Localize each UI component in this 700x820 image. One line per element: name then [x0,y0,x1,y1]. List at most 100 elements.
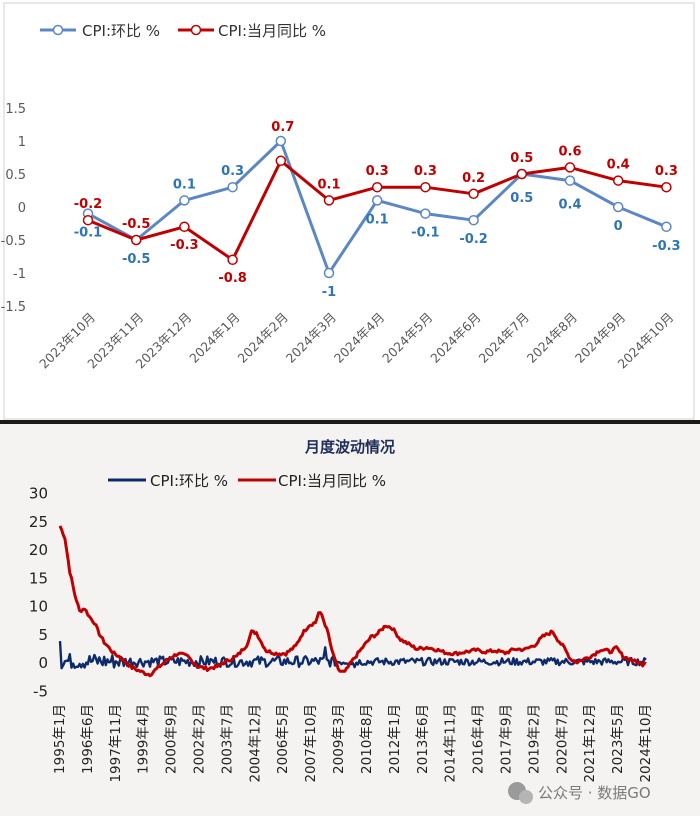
data-point-mom [323,267,335,279]
data-point-yoy [468,188,479,200]
x-tick-label: 1999年4月 [136,704,152,774]
data-label-mom: 0.1 [173,177,196,192]
y-tick-label: -5 [33,682,48,700]
legend-item-mom: CPI:环比 % [108,472,228,490]
x-tick-label: 2021年12月 [582,704,598,783]
x-tick-label: 2002年2月 [192,704,208,774]
x-tick-label: 2003年7月 [219,704,235,774]
y-tick-label: 5 [38,626,48,644]
x-tick-label: 1995年1月 [52,704,68,774]
data-label-yoy: 0.4 [607,158,630,173]
data-point-mom [420,208,431,219]
chart-title: 月度波动情况 [304,438,395,456]
y-tick-label: -1 [13,267,26,282]
x-tick-label: 2009年3月 [331,704,347,774]
legend-item-mom: CPI:环比 % [40,22,160,40]
data-label-mom: 0.3 [221,164,244,179]
x-tick-label: 1997年11月 [108,704,124,783]
data-label-mom: 0.5 [510,191,533,206]
x-tick-label: 2016年4月 [471,704,487,774]
y-tick-label: 0 [38,654,48,672]
data-label-yoy: -0.5 [122,217,150,232]
data-point-yoy [516,168,528,180]
y-tick-label: 10 [29,598,48,616]
data-point-mom [564,175,576,186]
data-point-yoy [564,162,576,173]
y-tick-label: -1.5 [1,300,26,315]
data-point-mom [661,221,672,233]
y-tick-label: 1.5 [5,102,26,117]
x-tick-label: 2012年1月 [387,704,403,774]
legend-item-yoy: CPI:当月同比 % [238,472,386,490]
data-point-yoy [275,155,287,167]
y-tick-label: 0 [18,201,26,216]
watermark: 公众号 · 数据GO [508,782,651,804]
data-label-mom: -0.1 [74,226,102,241]
data-label-mom: -1 [322,285,336,300]
x-tick-label: 2007年10月 [303,704,319,783]
panel-divider [0,420,700,426]
legend-marker [52,24,64,36]
x-tick-label: 2004年12月 [247,704,263,783]
data-label-yoy: 0.2 [462,171,485,186]
data-label-yoy: 0.5 [510,151,533,166]
data-label-mom: -0.3 [652,239,680,254]
x-tick-label: 2013年6月 [415,704,431,774]
data-point-yoy [130,234,142,246]
y-tick-label: -0.5 [1,234,26,249]
data-point-mom [179,195,190,206]
x-tick-label: 2006年5月 [275,704,291,774]
y-tick-label: 25 [29,513,48,531]
data-point-yoy [420,181,431,193]
data-label-yoy: 0.6 [558,144,581,159]
x-tick-label: 2024年10月 [638,704,654,783]
data-label-mom: 0.1 [366,212,389,227]
data-label-yoy: 0.3 [414,164,437,179]
x-tick-label: 2014年11月 [443,704,459,783]
chart-recent-months: 1.5 1 0.5 0 -0.5 -1 -1.5 CPI:环比 % CPI:当月同比 % 2023… [1,2,695,420]
data-label-mom: 0.4 [558,198,581,213]
data-label-yoy: -0.2 [74,197,102,212]
watermark-text: 公众号 · 数据GO [538,784,651,802]
data-point-yoy [227,254,238,266]
legend-marker [190,24,202,36]
data-label-yoy: 0.7 [271,120,294,135]
y-tick-label: 20 [29,541,48,559]
data-point-mom [275,135,287,147]
data-point-mom [227,181,238,193]
legend-label: CPI:当月同比 % [218,22,326,40]
data-label-yoy: 0.3 [366,164,389,179]
chart-frame [3,2,695,420]
chart-monthly-history: 月度波动情况 30 25 20 15 10 5 0 -5 CPI:环比 % CPI:当月同比 % 19… [0,424,700,816]
data-point-mom [371,195,383,206]
data-point-yoy [82,214,94,226]
data-point-yoy [612,175,624,186]
legend-label: CPI:环比 % [82,22,160,40]
data-point-mom [612,201,624,213]
x-tick-label: 2017年9月 [498,704,514,774]
wechat-icon-bubble [519,790,533,804]
data-point-yoy [323,195,335,206]
data-label-mom: 0 [614,219,623,234]
data-label-yoy: -0.3 [170,238,198,253]
x-tick-label: 2020年7月 [554,704,570,774]
y-tick-label: 30 [29,485,48,503]
data-point-yoy [179,221,190,233]
data-point-mom [468,214,479,226]
x-tick-label: 1996年6月 [80,704,96,774]
legend-label: CPI:当月同比 % [278,472,386,490]
series-line-mom [58,641,647,670]
data-label-mom: -0.5 [122,252,150,267]
x-tick-label: 2000年9月 [164,704,180,774]
legend-item-yoy: CPI:当月同比 % [178,22,326,40]
data-label-mom: -0.2 [459,232,487,247]
data-label-yoy: -0.8 [218,271,246,286]
data-label-yoy: 0.3 [655,164,678,179]
data-label-mom: -0.1 [411,226,439,241]
y-tick-label: 0.5 [5,168,26,183]
x-tick-label: 2010年8月 [359,704,375,774]
y-tick-label: 1 [18,135,26,150]
data-label-yoy: 0.1 [317,177,340,192]
x-tick-label: 2023年5月 [610,704,626,774]
